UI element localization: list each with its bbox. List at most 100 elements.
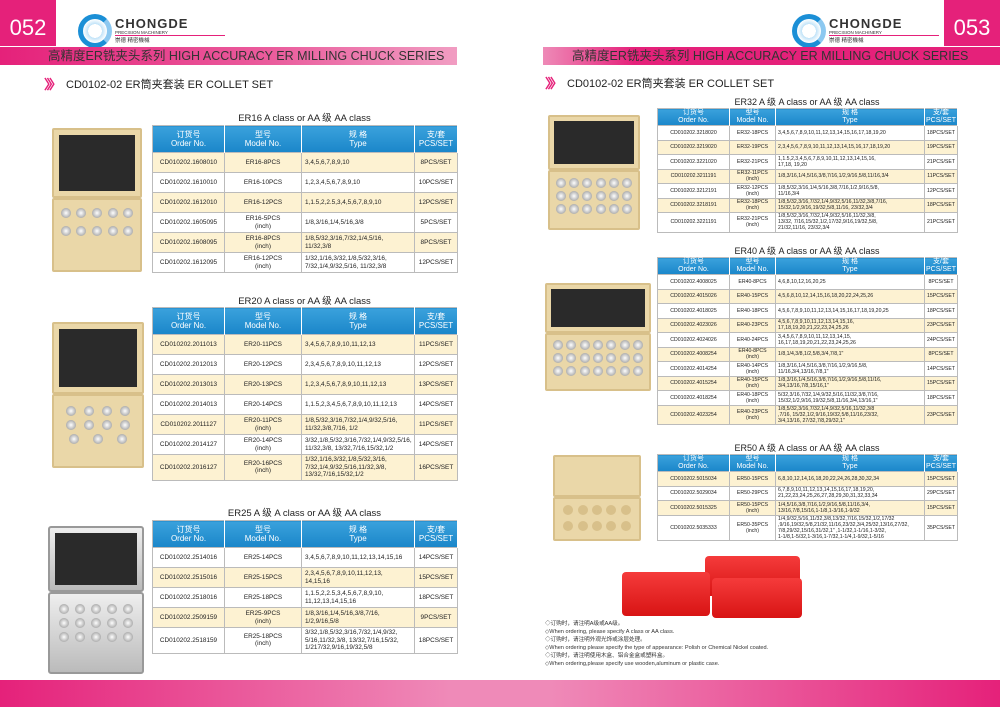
table-header-row: 订货号 Order No. 型号 Model No. 规 格 Type 支/套 PCS/SET bbox=[657, 108, 958, 126]
note-line: ◇订购时，请注明使用木盒、铝合金盒或塑料盒。 bbox=[545, 653, 669, 659]
table-row: CD010202.4008254 ER40-8PCS (inch) 1/8,1/4,… bbox=[657, 346, 958, 362]
pcs-set-cell: 35PCS/SET bbox=[924, 514, 958, 542]
model-no-header: 型号 Model No. bbox=[729, 108, 776, 126]
model-no-cell: ER40-18PCS bbox=[729, 303, 776, 319]
model-no-cell: ER32-11PCS (inch) bbox=[729, 168, 776, 184]
model-no-cell: ER20-16PCS (inch) bbox=[224, 454, 302, 481]
wooden-box-lid-er16 bbox=[52, 128, 142, 198]
order-no-header: 订货号 Order No. bbox=[152, 307, 225, 335]
note-line: ◇When ordering,please specify use wooden… bbox=[545, 661, 720, 667]
table-header-row: 订货号 Order No. 型号 Model No. 规 格 Type 支/套 PCS/SET bbox=[657, 257, 958, 275]
table-row: CD010202.1608095 ER16-8PCS (inch) 1/8,5/32… bbox=[152, 232, 458, 253]
order-no-cell: CD010202.4014254 bbox=[657, 361, 730, 377]
model-no-cell: ER25-15PCS bbox=[224, 567, 302, 588]
table-row: CD010202.4015026 ER40-15PCS 4,5,6,8,10,12,… bbox=[657, 288, 958, 304]
order-no-cell: CD010202.3218020 bbox=[657, 125, 730, 141]
type-cell: 1,1.5,2,3,4,5,6,7,8,9,10,11,12,13,14,15,… bbox=[775, 154, 925, 170]
pcs-set-cell: 8PCS/SET bbox=[924, 346, 958, 362]
order-no-cell: CD010202.4015254 bbox=[657, 375, 730, 391]
order-no-cell: CD010202.2509159 bbox=[152, 607, 225, 628]
type-cell: 4,5,6,7,8,9,10,11,12,13,14,15,16, 17,18,… bbox=[775, 317, 925, 333]
series-title-band-left: 高精度ER铣夹头系列 HIGH ACCURACY ER MILLING CHUC… bbox=[0, 47, 457, 65]
type-cell: 1/8,3/16,1/4,5/16,3/8,7/16,1/2,9/16,5/8,… bbox=[775, 375, 925, 391]
pcs-set-cell: 15PCS/SET bbox=[414, 567, 458, 588]
table-row: CD010202.5015034 ER50-15PCS 6,8,10,12,14,1… bbox=[657, 471, 958, 487]
order-no-cell: CD010202.4018025 bbox=[657, 303, 730, 319]
footer-band bbox=[0, 680, 1000, 707]
note-line: ◇订购时，请注明外观光饰或涂层处理。 bbox=[545, 637, 646, 643]
model-no-header: 型号 Model No. bbox=[224, 520, 302, 548]
model-no-header: 型号 Model No. bbox=[224, 307, 302, 335]
er40-title: ER40 A 级 A class or AA 级 AA class bbox=[734, 246, 880, 256]
type-header: 规 格 Type bbox=[775, 454, 925, 472]
pcs-set-cell: 19PCS/SET bbox=[924, 139, 958, 155]
order-no-cell: CD010202.4015026 bbox=[657, 288, 730, 304]
pcs-set-cell: 23PCS/SET bbox=[924, 317, 958, 333]
type-cell: 2,3,4,5,6,7,8,9,10,11,12,13 bbox=[301, 354, 415, 375]
table-row: CD010202.4023254 ER40-23PCS (inch) 1/8,5/3… bbox=[657, 404, 958, 426]
pcs-set-cell: 11PCS/SET bbox=[414, 334, 458, 355]
section-title-left: 〉〉〉 CD0102-02 ER筒夹套装 ER COLLET SET bbox=[44, 74, 273, 93]
order-no-cell: CD010202.1608095 bbox=[152, 232, 225, 253]
model-no-header: 型号 Model No. bbox=[729, 454, 776, 472]
type-header: 规 格 Type bbox=[775, 257, 925, 275]
pcs-set-cell: 18PCS/SET bbox=[924, 390, 958, 406]
model-no-cell: ER25-18PCS bbox=[224, 587, 302, 608]
model-no-cell: ER32-18PCS bbox=[729, 125, 776, 141]
model-no-cell: ER50-15PCS (inch) bbox=[729, 500, 776, 516]
order-no-cell: CD010202.1612095 bbox=[152, 252, 225, 273]
table-row: CD010202.2518159 ER25-18PCS (inch) 3/32,1/… bbox=[152, 627, 458, 654]
type-cell: 3,4,5,6,7,8,9,10,11,12,13,14,15,16,17,18… bbox=[775, 125, 925, 141]
table-row: CD010202.1605095 ER16-5PCS (inch) 1/8,3/16… bbox=[152, 212, 458, 233]
pcs-set-cell: 15PCS/SET bbox=[924, 375, 958, 391]
model-no-header: 型号 Model No. bbox=[224, 125, 302, 153]
note-line: ◇When ordering, please specify A class o… bbox=[545, 629, 675, 635]
table-row: CD010202.4018025 ER40-18PCS 4,5,6,7,8,9,10… bbox=[657, 303, 958, 319]
aluminum-case-lid-er25 bbox=[48, 526, 144, 592]
order-no-cell: CD010202.1608010 bbox=[152, 152, 225, 173]
section-title-text: CD0102-02 ER筒夹套装 ER COLLET SET bbox=[66, 78, 274, 91]
order-no-cell: CD010202.4008025 bbox=[657, 274, 730, 290]
order-no-cell: CD010202.2014013 bbox=[152, 394, 225, 415]
type-cell: 4,5,6,7,8,9,10,11,12,13,14,15,16,17,18,1… bbox=[775, 303, 925, 319]
order-no-cell: CD010202.2518159 bbox=[152, 627, 225, 654]
type-cell: 3,4,5,6,7,8,9,10,11,12,13,14,15, 16,17,1… bbox=[775, 332, 925, 348]
logo-tagline: PRECISION MACHINERY bbox=[115, 30, 225, 36]
order-no-header: 订货号 Order No. bbox=[657, 454, 730, 472]
type-cell: 3,4,5,6,7,8,9,10,11,12,13 bbox=[301, 334, 415, 355]
pcs-set-cell: 24PCS/SET bbox=[924, 332, 958, 348]
order-no-header: 订货号 Order No. bbox=[657, 108, 730, 126]
table-row: CD010202.4014254 ER40-14PCS (inch) 1/8,3/1… bbox=[657, 361, 958, 377]
type-cell: 1,2,3,4,5,6,7,8,9,10,11,12,13 bbox=[301, 374, 415, 395]
pcs-set-cell: 12PCS/SET bbox=[414, 252, 458, 273]
pcs-set-cell: 8PCS/SET bbox=[924, 274, 958, 290]
wooden-box-er20 bbox=[52, 394, 144, 468]
pcs-set-cell: 13PCS/SET bbox=[414, 374, 458, 395]
model-no-cell: ER20-12PCS bbox=[224, 354, 302, 375]
table-row: CD010202.1608010 ER16-8PCS 3,4,5,6,7,8,9,1… bbox=[152, 152, 458, 173]
order-no-cell: CD010202.5029034 bbox=[657, 485, 730, 501]
order-no-header: 订货号 Order No. bbox=[152, 520, 225, 548]
pcs-set-cell: 5PCS/SET bbox=[414, 212, 458, 233]
model-no-cell: ER16-12PCS bbox=[224, 192, 302, 213]
pcs-set-cell: 18PCS/SET bbox=[414, 587, 458, 608]
order-no-cell: CD010202.3218191 bbox=[657, 197, 730, 213]
table-row: CD010202.3221020 ER32-21PCS 1,1.5,2,3,4,5,… bbox=[657, 154, 958, 170]
table-row: CD010202.4023026 ER40-23PCS 4,5,6,7,8,9,10… bbox=[657, 317, 958, 333]
section-title-right: 〉〉〉 CD0102-02 ER筒夹套装 ER COLLET SET bbox=[545, 73, 774, 92]
order-no-cell: CD010202.2514016 bbox=[152, 547, 225, 568]
table-row: CD010202.3218191 ER32-18PCS (inch) 1/8,5/3… bbox=[657, 197, 958, 213]
wooden-box-lid-er20 bbox=[52, 322, 144, 394]
order-no-cell: CD010202.1605095 bbox=[152, 212, 225, 233]
er32-title: ER32 A 级 A class or AA 级 AA class bbox=[734, 97, 880, 107]
pcs-set-header: 支/套 PCS/SET bbox=[924, 454, 958, 472]
type-cell: 6,8,10,12,14,16,18,20,22,24,26,28,30,32,… bbox=[775, 471, 925, 487]
pcs-set-cell: 14PCS/SET bbox=[414, 394, 458, 415]
model-no-cell: ER20-11PCS (inch) bbox=[224, 414, 302, 435]
type-cell: 1/8,3/16,1/4,5/16,3/8,7/16,1/2,9/16,5/8,… bbox=[775, 361, 925, 377]
order-no-cell: CD010202.2013013 bbox=[152, 374, 225, 395]
model-no-cell: ER50-29PCS bbox=[729, 485, 776, 501]
order-no-cell: CD010202.1612010 bbox=[152, 192, 225, 213]
type-cell: 1/8,1/4,3/8,1/2,5/8,3/4,7/8,1" bbox=[775, 346, 925, 362]
order-no-cell: CD010202.4018254 bbox=[657, 390, 730, 406]
